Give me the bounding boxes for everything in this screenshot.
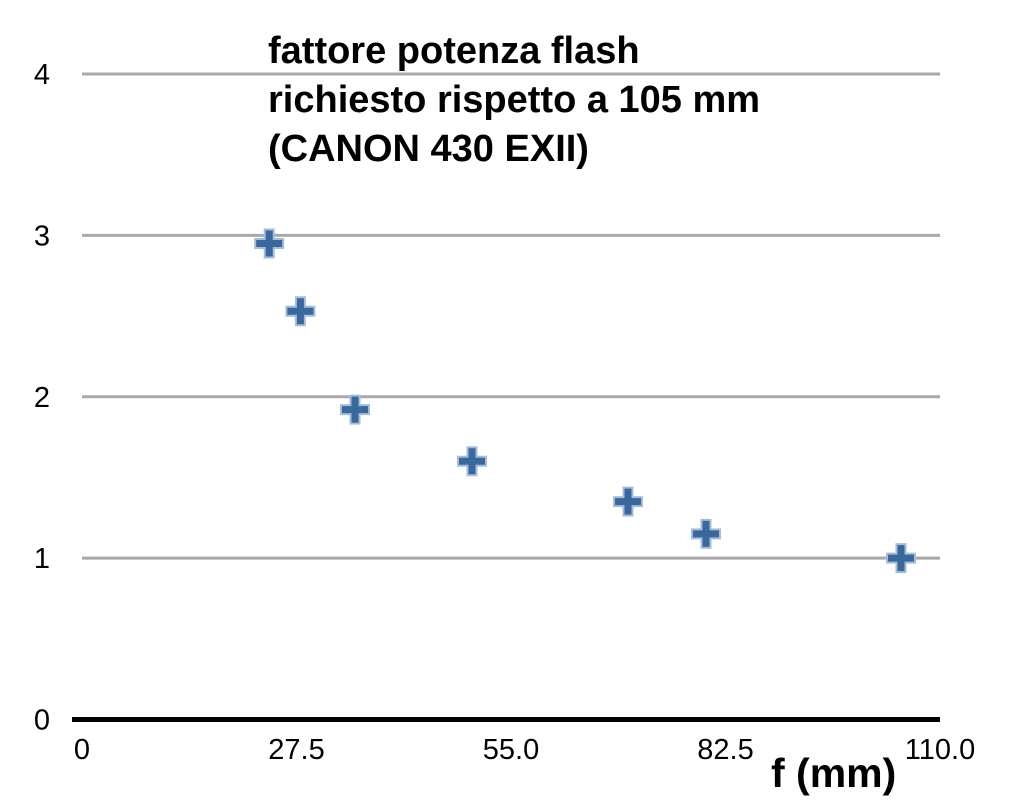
x-tick-label-0: 0 xyxy=(74,734,90,766)
data-point-marker-3 xyxy=(340,394,370,425)
data-point-marker-5 xyxy=(613,486,643,517)
y-tick-label-2: 2 xyxy=(34,382,50,414)
chart-title-line-3: (CANON 430 EXII) xyxy=(268,128,589,170)
data-point-marker-7 xyxy=(886,543,916,574)
chart-title: fattore potenza flash richiesto rispetto… xyxy=(268,27,760,174)
x-tick-label-55.0: 55.0 xyxy=(483,734,539,766)
x-tick-label-110.0: 110.0 xyxy=(905,734,975,766)
y-tick-label-3: 3 xyxy=(34,220,50,252)
data-point-marker-2 xyxy=(285,296,316,327)
data-point-marker-1 xyxy=(254,228,285,259)
y-tick-label-1: 1 xyxy=(34,543,50,575)
chart-title-line-2: richiesto rispetto a 105 mm xyxy=(268,79,761,121)
data-point-marker-6 xyxy=(691,518,721,549)
x-tick-label-27.5: 27.5 xyxy=(268,734,324,766)
x-axis-title: f (mm) xyxy=(771,750,897,796)
y-tick-label-4: 4 xyxy=(34,59,50,91)
y-tick-label-0: 0 xyxy=(34,705,50,737)
data-point-marker-4 xyxy=(457,446,487,477)
chart-title-line-1: fattore potenza flash xyxy=(268,30,640,72)
x-tick-label-82.5: 82.5 xyxy=(697,734,753,766)
